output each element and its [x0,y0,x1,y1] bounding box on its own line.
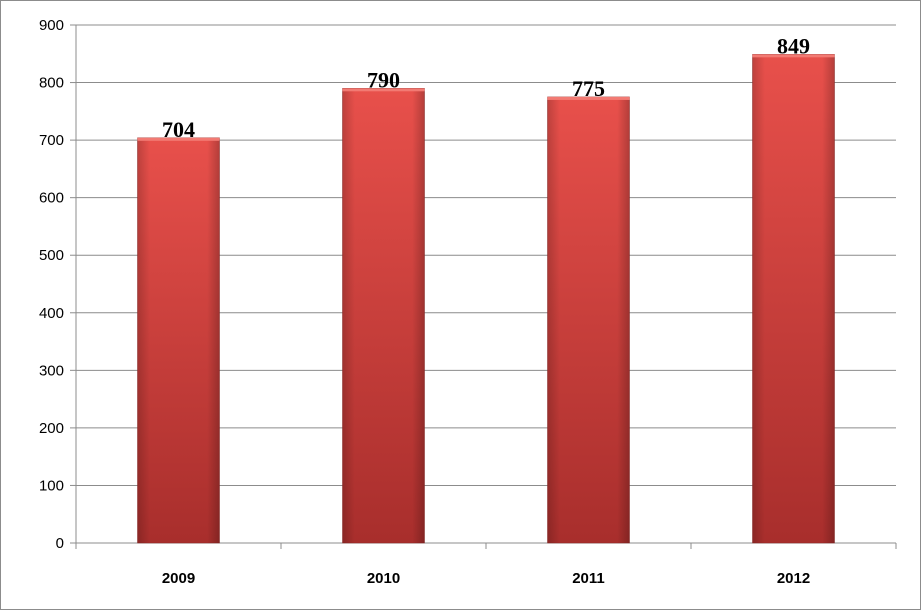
data-label: 775 [572,76,605,101]
x-category-label: 2012 [777,570,810,587]
bar-top-highlight-2009 [137,137,220,141]
y-tick-label: 800 [39,75,64,92]
data-label: 790 [367,67,400,92]
bars [137,54,835,544]
bar-shade-2011 [547,96,630,543]
x-category-label: 2009 [162,570,195,587]
y-tick-label: 0 [56,535,64,552]
y-tick-label: 600 [39,190,64,207]
bar-shade-2009 [137,137,220,543]
data-label: 849 [777,33,810,58]
x-category-label: 2011 [572,570,605,587]
bar-top-highlight-2011 [547,96,630,100]
y-tick-label: 500 [39,247,64,264]
y-tick-label: 300 [39,362,64,379]
y-tick-label: 100 [39,477,64,494]
x-category-label: 2010 [367,570,400,587]
bar-top-highlight-2010 [342,88,425,92]
y-tick-label: 700 [39,132,64,149]
bar-top-highlight-2012 [752,54,835,58]
bar-shade-2012 [752,54,835,543]
y-tick-label: 900 [39,17,64,34]
bar-shade-2010 [342,88,425,544]
y-tick-label: 400 [39,305,64,322]
y-tick-label: 200 [39,420,64,437]
labels: 0 100 200 300 400 500 600 700 800 900 2009 704 2010 7… [39,17,810,587]
data-label: 704 [162,117,195,142]
